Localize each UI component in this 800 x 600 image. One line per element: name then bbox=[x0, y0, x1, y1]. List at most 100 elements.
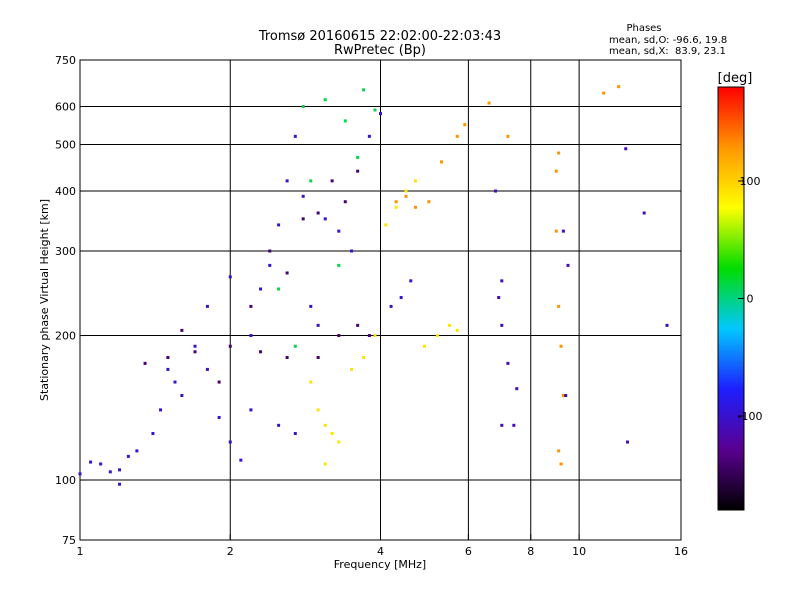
chart-subtitle: RwPretec (Bp) bbox=[334, 43, 426, 58]
data-point bbox=[259, 287, 263, 291]
y-tick-label: 100 bbox=[55, 474, 76, 487]
data-point bbox=[151, 432, 155, 436]
data-point bbox=[323, 423, 327, 427]
x-tick-label: 2 bbox=[227, 545, 234, 558]
x-tick-label: 1 bbox=[77, 545, 84, 558]
data-point bbox=[293, 432, 297, 436]
data-point bbox=[118, 482, 122, 486]
x-axis-label: Frequency [MHz] bbox=[334, 558, 426, 571]
data-point bbox=[217, 380, 221, 384]
data-point bbox=[389, 304, 393, 308]
data-point bbox=[564, 394, 568, 398]
data-point bbox=[500, 423, 504, 427]
data-point bbox=[268, 263, 272, 267]
data-point bbox=[309, 380, 313, 384]
data-point bbox=[435, 334, 439, 338]
colorbar-ticks: 100 0 -100 bbox=[738, 175, 763, 423]
data-point bbox=[379, 112, 382, 116]
data-point bbox=[293, 344, 297, 348]
data-point bbox=[118, 468, 122, 472]
data-point bbox=[350, 249, 354, 253]
data-point bbox=[561, 229, 565, 233]
data-point bbox=[559, 462, 563, 466]
data-point bbox=[337, 334, 341, 338]
data-point bbox=[497, 296, 501, 300]
data-point bbox=[427, 200, 431, 204]
data-point bbox=[602, 91, 606, 95]
data-point bbox=[135, 449, 139, 453]
data-point bbox=[78, 472, 82, 476]
axis-ticks: 1 2 4 6 8 10 16 75 100 200 300 400 500 600 750 bbox=[55, 54, 688, 558]
colorbar-tick-label: 100 bbox=[740, 175, 761, 188]
legend-line-o: mean, sd,O: -96.6, 19.8 bbox=[609, 35, 727, 46]
data-point bbox=[99, 462, 103, 466]
data-point bbox=[554, 229, 558, 233]
data-point bbox=[394, 200, 398, 204]
data-point bbox=[89, 460, 93, 464]
y-tick-label: 600 bbox=[55, 101, 76, 114]
data-point bbox=[399, 296, 403, 300]
data-point bbox=[422, 344, 426, 348]
data-point bbox=[455, 134, 459, 138]
data-point bbox=[277, 287, 281, 291]
chart-title: Tromsø 20160615 22:02:00-22:03:43 bbox=[258, 29, 501, 44]
data-point bbox=[455, 328, 459, 332]
data-point bbox=[323, 462, 327, 466]
data-point bbox=[108, 470, 112, 474]
legend-title: Phases bbox=[626, 23, 661, 34]
x-tick-label: 10 bbox=[572, 545, 586, 558]
data-point bbox=[249, 304, 253, 308]
data-point bbox=[617, 85, 621, 89]
y-tick-label: 750 bbox=[55, 54, 76, 67]
data-point bbox=[373, 108, 377, 112]
y-tick-label: 75 bbox=[62, 534, 76, 547]
data-point bbox=[373, 334, 377, 338]
data-point bbox=[143, 361, 147, 365]
data-point bbox=[665, 323, 669, 327]
grid bbox=[80, 60, 681, 540]
x-tick-label: 6 bbox=[465, 545, 472, 558]
legend-line-x: mean, sd,X: 83.9, 23.1 bbox=[609, 46, 726, 57]
data-point bbox=[384, 223, 388, 227]
data-point bbox=[193, 344, 197, 348]
data-point bbox=[337, 229, 341, 233]
data-point bbox=[413, 205, 417, 209]
data-point bbox=[330, 179, 334, 183]
colorbar-tick-label: 0 bbox=[747, 293, 754, 306]
data-point bbox=[440, 160, 444, 164]
data-point bbox=[301, 217, 305, 221]
data-point bbox=[356, 155, 360, 159]
data-point bbox=[642, 211, 646, 215]
data-point bbox=[409, 279, 413, 283]
data-point bbox=[166, 355, 170, 359]
data-point bbox=[566, 263, 570, 267]
data-point bbox=[337, 440, 341, 444]
data-point bbox=[512, 423, 516, 427]
data-point bbox=[285, 179, 289, 183]
data-point bbox=[249, 334, 253, 338]
data-point bbox=[316, 408, 320, 412]
data-point bbox=[624, 147, 628, 151]
data-point bbox=[356, 169, 360, 173]
data-point bbox=[323, 98, 327, 102]
data-point bbox=[330, 432, 334, 436]
x-tick-label: 8 bbox=[527, 545, 534, 558]
data-point bbox=[277, 223, 281, 227]
data-point bbox=[126, 454, 130, 458]
data-point bbox=[500, 279, 504, 283]
data-point bbox=[166, 367, 170, 371]
data-point bbox=[350, 367, 354, 371]
y-tick-label: 300 bbox=[55, 245, 76, 258]
data-point bbox=[561, 394, 565, 398]
data-point bbox=[323, 217, 327, 221]
data-point bbox=[259, 350, 263, 354]
data-point bbox=[309, 304, 313, 308]
data-point bbox=[448, 323, 452, 327]
data-point bbox=[239, 458, 243, 462]
data-point bbox=[394, 205, 398, 209]
data-point bbox=[362, 355, 366, 359]
y-axis-label: Stationary phase Virtual Height [km] bbox=[38, 199, 51, 401]
data-points bbox=[78, 85, 669, 486]
data-point bbox=[301, 105, 305, 109]
